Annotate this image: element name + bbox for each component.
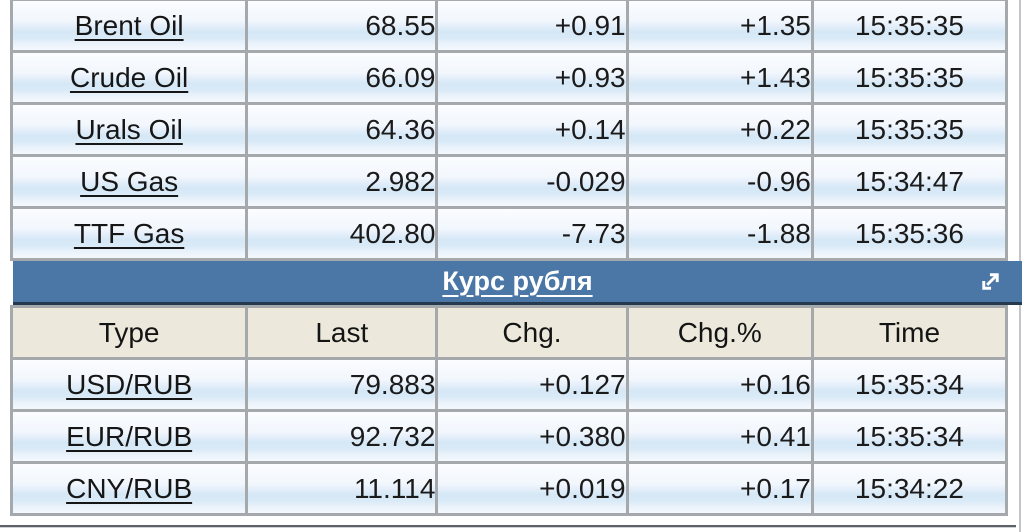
expand-icon[interactable]	[977, 268, 1004, 295]
instrument-cell: Urals Oil	[13, 105, 246, 154]
instrument-link[interactable]: US Gas	[80, 165, 179, 197]
quotes-widget: Brent Oil 68.55 +0.91 +1.35 15:35:35 Cru…	[10, 0, 1022, 516]
change-cell: -7.73	[438, 209, 626, 258]
instrument-cell: CNY/RUB	[13, 464, 246, 513]
time-cell: 15:34:22	[813, 464, 1005, 513]
table-row: Brent Oil 68.55 +0.91 +1.35 15:35:35	[13, 1, 1005, 50]
table-row: US Gas 2.982 -0.029 -0.96 15:34:47	[13, 157, 1005, 206]
last-price-cell: 11.114	[248, 464, 436, 513]
change-cell: +0.91	[438, 1, 626, 50]
instrument-cell: Crude Oil	[13, 53, 246, 102]
instrument-link[interactable]: Crude Oil	[69, 61, 189, 93]
column-header-type: Type	[13, 308, 246, 357]
change-percent-cell: -1.88	[628, 209, 811, 258]
instrument-cell: TTF Gas	[13, 209, 246, 258]
table-row: Urals Oil 64.36 +0.14 +0.22 15:35:35	[13, 105, 1005, 154]
instrument-link[interactable]: USD/RUB	[66, 368, 193, 400]
last-price-cell: 79.883	[248, 360, 436, 409]
change-cell: -0.029	[438, 157, 626, 206]
instrument-cell: Brent Oil	[13, 1, 246, 50]
time-cell: 15:35:34	[813, 360, 1005, 409]
instrument-link[interactable]: Brent Oil	[74, 9, 184, 41]
change-cell: +0.380	[438, 412, 626, 461]
change-cell: +0.14	[438, 105, 626, 154]
column-header-last: Last	[248, 308, 436, 357]
table-row: TTF Gas 402.80 -7.73 -1.88 15:35:36	[13, 209, 1005, 258]
table-row: Crude Oil 66.09 +0.93 +1.43 15:35:35	[13, 53, 1005, 102]
commodities-table: Brent Oil 68.55 +0.91 +1.35 15:35:35 Cru…	[10, 0, 1008, 261]
change-cell: +0.127	[438, 360, 626, 409]
change-percent-cell: +0.16	[628, 360, 811, 409]
section-title-link[interactable]: Курс рубля	[442, 266, 593, 296]
last-price-cell: 68.55	[248, 1, 436, 50]
change-cell: +0.019	[438, 464, 626, 513]
change-percent-cell: +0.17	[628, 464, 811, 513]
change-percent-cell: +0.22	[628, 105, 811, 154]
instrument-cell: EUR/RUB	[13, 412, 246, 461]
instrument-link[interactable]: Urals Oil	[75, 113, 183, 145]
instrument-link[interactable]: CNY/RUB	[66, 472, 193, 504]
column-header-row: Type Last Chg. Chg.% Time	[13, 308, 1005, 357]
last-price-cell: 66.09	[248, 53, 436, 102]
change-percent-cell: +1.43	[628, 53, 811, 102]
table-row: CNY/RUB 11.114 +0.019 +0.17 15:34:22	[13, 464, 1005, 513]
time-cell: 15:35:35	[813, 1, 1005, 50]
change-percent-cell: -0.96	[628, 157, 811, 206]
last-price-cell: 64.36	[248, 105, 436, 154]
change-percent-cell: +1.35	[628, 1, 811, 50]
column-header-chg-pct: Chg.%	[628, 308, 811, 357]
time-cell: 15:35:36	[813, 209, 1005, 258]
table-row: EUR/RUB 92.732 +0.380 +0.41 15:35:34	[13, 412, 1005, 461]
instrument-cell: US Gas	[13, 157, 246, 206]
change-cell: +0.93	[438, 53, 626, 102]
instrument-link[interactable]: EUR/RUB	[66, 420, 193, 452]
time-cell: 15:35:34	[813, 412, 1005, 461]
column-header-time: Time	[813, 308, 1005, 357]
last-price-cell: 2.982	[248, 157, 436, 206]
currencies-table: Type Last Chg. Chg.% Time USD/RUB 79.883…	[10, 305, 1008, 516]
column-header-chg: Chg.	[438, 308, 626, 357]
instrument-cell: USD/RUB	[13, 360, 246, 409]
change-percent-cell: +0.41	[628, 412, 811, 461]
time-cell: 15:34:47	[813, 157, 1005, 206]
section-header-bar: Курс рубля	[13, 261, 1022, 305]
last-price-cell: 92.732	[248, 412, 436, 461]
table-row: USD/RUB 79.883 +0.127 +0.16 15:35:34	[13, 360, 1005, 409]
time-cell: 15:35:35	[813, 53, 1005, 102]
next-section-divider	[0, 525, 1016, 528]
last-price-cell: 402.80	[248, 209, 436, 258]
instrument-link[interactable]: TTF Gas	[73, 217, 185, 249]
time-cell: 15:35:35	[813, 105, 1005, 154]
